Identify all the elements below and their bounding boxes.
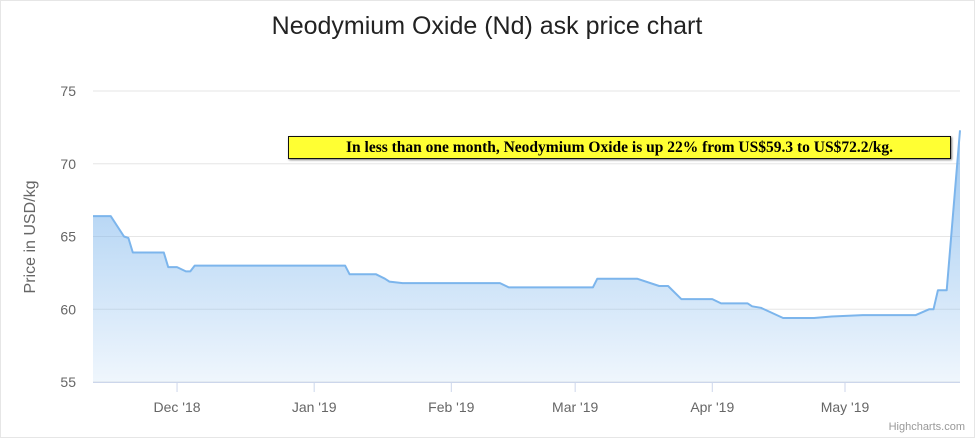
y-tick-label: 60 xyxy=(60,301,76,317)
x-tick-label: Apr '19 xyxy=(690,399,734,415)
y-tick-label: 55 xyxy=(60,374,76,390)
y-tick-label: 75 xyxy=(60,83,76,99)
x-tick-label: Jan '19 xyxy=(292,399,337,415)
x-tick-label: Feb '19 xyxy=(428,399,474,415)
x-tick-label: Mar '19 xyxy=(552,399,598,415)
y-axis-label: Price in USD/kg xyxy=(22,181,39,294)
x-tick-label: Dec '18 xyxy=(154,399,201,415)
series-area xyxy=(93,130,960,382)
y-tick-label: 65 xyxy=(60,229,76,245)
series-line xyxy=(93,130,961,319)
chart-title: Neodymium Oxide (Nd) ask price chart xyxy=(272,12,703,40)
credits[interactable]: Highcharts.com xyxy=(889,421,965,433)
y-tick-label: 70 xyxy=(60,156,76,172)
x-tick-label: May '19 xyxy=(821,399,870,415)
annotation-box: In less than one month, Neodymium Oxide … xyxy=(288,136,951,159)
